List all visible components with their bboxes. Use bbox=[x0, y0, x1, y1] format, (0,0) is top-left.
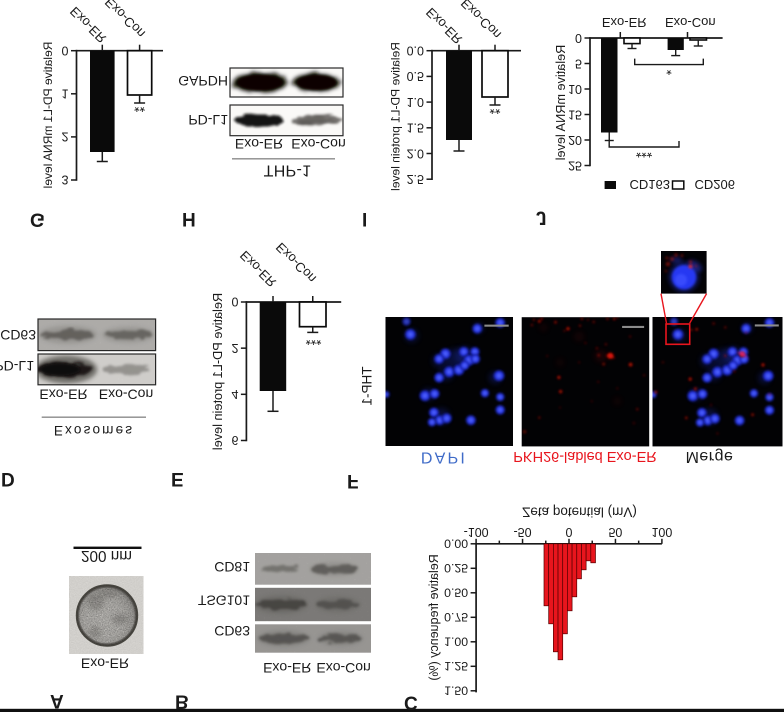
svg-text:0.5: 0.5 bbox=[407, 69, 424, 83]
svg-text:0: 0 bbox=[575, 31, 582, 45]
svg-text:0.50: 0.50 bbox=[444, 586, 468, 600]
svg-text:Exo-Con: Exo-Con bbox=[99, 387, 153, 403]
svg-text:2: 2 bbox=[62, 130, 69, 144]
svg-text:Exo-ER: Exo-ER bbox=[263, 660, 311, 676]
svg-text:F: F bbox=[347, 470, 359, 491]
svg-text:GAPDH: GAPDH bbox=[178, 73, 228, 89]
svg-text:Exo-Con: Exo-Con bbox=[665, 15, 716, 30]
svg-text:**: ** bbox=[490, 102, 501, 118]
svg-text:15: 15 bbox=[568, 107, 582, 121]
svg-text:50: 50 bbox=[608, 525, 622, 539]
svg-text:1: 1 bbox=[62, 87, 69, 101]
svg-text:CD63: CD63 bbox=[214, 623, 250, 639]
svg-text:C: C bbox=[404, 692, 418, 712]
svg-text:PD-L1: PD-L1 bbox=[0, 358, 34, 374]
svg-text:0: 0 bbox=[62, 43, 69, 57]
svg-text:1.50: 1.50 bbox=[444, 684, 468, 698]
svg-text:G: G bbox=[30, 209, 45, 230]
svg-text:10: 10 bbox=[568, 82, 582, 96]
svg-text:CD163: CD163 bbox=[630, 177, 670, 192]
svg-text:A: A bbox=[50, 690, 64, 711]
svg-text:***: *** bbox=[636, 145, 653, 161]
svg-text:Exosomes: Exosomes bbox=[54, 423, 134, 438]
svg-text:5: 5 bbox=[575, 56, 582, 70]
svg-text:0: 0 bbox=[231, 295, 238, 309]
svg-text:***: *** bbox=[306, 333, 323, 348]
svg-text:Exo-ER: Exo-ER bbox=[81, 656, 129, 672]
svg-text:2: 2 bbox=[231, 341, 238, 355]
svg-text:0.75: 0.75 bbox=[444, 610, 468, 624]
svg-text:*: * bbox=[666, 63, 672, 79]
svg-text:Relative PD-L1 protein level: Relative PD-L1 protein level bbox=[211, 293, 225, 450]
svg-text:B: B bbox=[175, 691, 189, 712]
svg-text:200 nm: 200 nm bbox=[81, 547, 132, 564]
svg-text:Exo-ER: Exo-ER bbox=[235, 136, 283, 152]
svg-text:0.25: 0.25 bbox=[444, 561, 468, 575]
svg-text:Relative frequency (%): Relative frequency (%) bbox=[427, 554, 441, 680]
svg-text:THP-1: THP-1 bbox=[360, 366, 375, 405]
svg-text:3: 3 bbox=[62, 173, 69, 187]
svg-text:E: E bbox=[171, 468, 184, 489]
svg-text:PD-L1: PD-L1 bbox=[188, 112, 228, 128]
svg-text:6: 6 bbox=[231, 433, 238, 447]
svg-text:-100: -100 bbox=[464, 525, 489, 539]
svg-text:DAPI: DAPI bbox=[421, 449, 467, 466]
svg-text:Zeta potential (mV): Zeta potential (mV) bbox=[522, 505, 637, 520]
svg-text:0: 0 bbox=[566, 525, 573, 539]
svg-text:1.5: 1.5 bbox=[407, 121, 424, 135]
svg-text:100: 100 bbox=[651, 525, 672, 539]
svg-text:25: 25 bbox=[568, 158, 582, 172]
svg-text:4: 4 bbox=[231, 387, 238, 401]
svg-text:PKH26-labled Exo-ER: PKH26-labled Exo-ER bbox=[513, 448, 656, 464]
svg-text:CD81: CD81 bbox=[214, 559, 250, 575]
svg-text:**: ** bbox=[134, 100, 145, 116]
svg-text:20: 20 bbox=[568, 133, 582, 147]
svg-text:0.0: 0.0 bbox=[407, 44, 424, 58]
svg-text:1.25: 1.25 bbox=[444, 659, 468, 673]
svg-text:Relative PD-L1 mRNA level: Relative PD-L1 mRNA level bbox=[41, 42, 55, 189]
svg-text:1.00: 1.00 bbox=[444, 635, 468, 649]
svg-text:1.0: 1.0 bbox=[407, 95, 424, 109]
svg-text:H: H bbox=[182, 208, 196, 229]
svg-text:J: J bbox=[536, 207, 547, 228]
svg-text:I: I bbox=[362, 208, 367, 229]
svg-text:-50: -50 bbox=[514, 525, 532, 539]
svg-text:Exo-Con: Exo-Con bbox=[291, 136, 345, 152]
svg-text:2.5: 2.5 bbox=[407, 172, 424, 186]
svg-text:CD63: CD63 bbox=[0, 327, 36, 343]
svg-text:TSG101: TSG101 bbox=[198, 593, 250, 609]
svg-text:0.00: 0.00 bbox=[444, 537, 468, 551]
svg-text:Relative PD-L1 protein level: Relative PD-L1 protein level bbox=[389, 42, 403, 191]
svg-text:Exo-ER: Exo-ER bbox=[39, 387, 87, 403]
svg-text:2.0: 2.0 bbox=[407, 146, 424, 160]
svg-text:CD206: CD206 bbox=[695, 177, 735, 192]
svg-text:Relative mRNA level: Relative mRNA level bbox=[554, 45, 568, 161]
svg-text:Exo-ER: Exo-ER bbox=[602, 15, 647, 30]
svg-text:THP-1: THP-1 bbox=[264, 162, 312, 179]
svg-text:D: D bbox=[1, 468, 15, 489]
svg-text:Merge: Merge bbox=[686, 448, 734, 465]
svg-text:Exo-Con: Exo-Con bbox=[316, 660, 370, 676]
